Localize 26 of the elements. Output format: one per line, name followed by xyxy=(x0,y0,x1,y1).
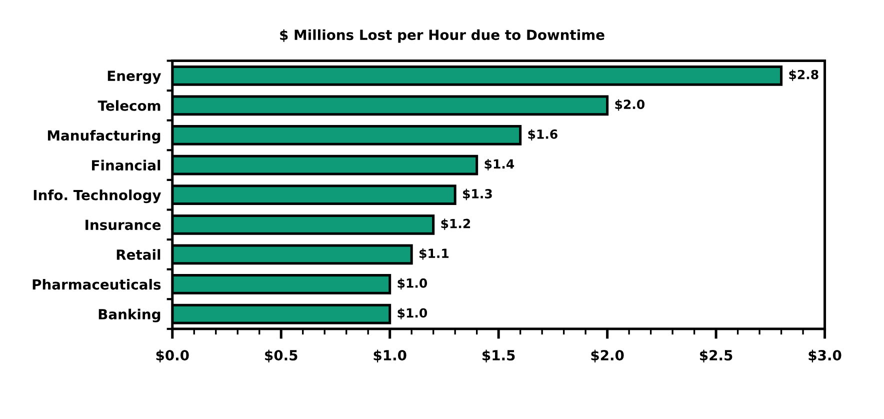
x-tick-label: $0.0 xyxy=(156,350,189,362)
x-tick-label: $3.0 xyxy=(808,350,842,362)
x-tick-label: $1.5 xyxy=(482,350,515,362)
y-tick-label: Financial xyxy=(92,160,160,171)
data-label: $1.6 xyxy=(528,129,558,141)
x-tick-label: $2.5 xyxy=(700,350,732,362)
y-tick-label: Insurance xyxy=(86,220,161,230)
y-tick-label: Telecom xyxy=(98,100,160,111)
data-label: $1.0 xyxy=(398,308,428,320)
data-label: $1.2 xyxy=(441,218,470,230)
data-label: $1.3 xyxy=(463,188,492,200)
y-tick-label: Retail xyxy=(116,249,160,260)
x-tick-label: $0.5 xyxy=(265,350,298,362)
data-label: $1.4 xyxy=(484,158,514,170)
x-tick-label: $1.0 xyxy=(374,350,406,362)
y-tick-label: Banking xyxy=(98,308,160,322)
chart-title: $ Millions Lost per Hour due to Downtime xyxy=(280,29,604,43)
y-tick-label: Pharmaceuticals xyxy=(32,278,161,290)
data-label: $1.0 xyxy=(398,278,428,290)
data-label: $1.1 xyxy=(420,248,449,260)
y-tick-label: Info. Technology xyxy=(34,190,162,204)
x-tick-label: $2.0 xyxy=(591,350,624,362)
data-label: $2.8 xyxy=(789,70,818,81)
data-label: $2.0 xyxy=(615,99,644,111)
y-tick-label: Manufacturing xyxy=(48,130,160,144)
y-tick-label: Energy xyxy=(108,70,162,84)
